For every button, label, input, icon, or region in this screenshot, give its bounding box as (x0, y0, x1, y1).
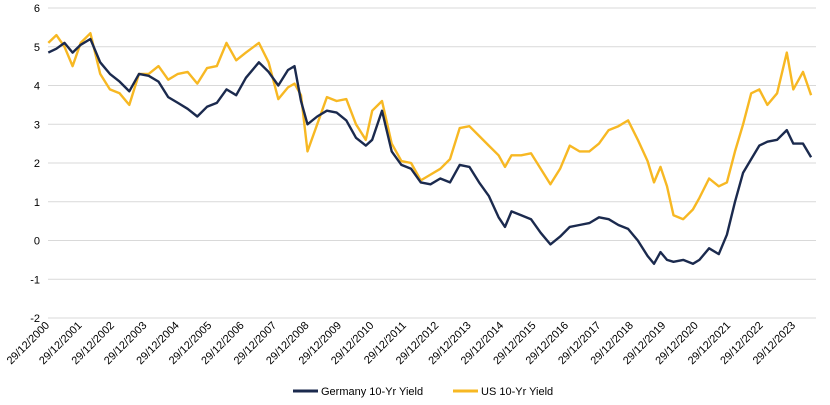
y-tick-label: -1 (30, 274, 40, 286)
y-axis-tick-labels: -2 -1 0 1 2 3 4 5 6 (30, 3, 40, 325)
legend-label-germany: Germany 10-Yr Yield (321, 386, 423, 398)
series-line-germany (47, 37, 813, 265)
y-tick-label: 1 (34, 197, 40, 209)
y-tick-label: 3 (34, 119, 40, 131)
y-tick-label: 0 (34, 236, 40, 248)
y-tick-label: 2 (34, 158, 40, 170)
gridlines (48, 7, 816, 319)
y-tick-label: 6 (34, 3, 40, 15)
series-line-us (47, 32, 813, 221)
y-tick-label: -2 (30, 313, 40, 325)
x-axis-tick-labels: 29/12/200029/12/200129/12/200229/12/2003… (5, 320, 798, 367)
y-tick-label: 5 (34, 42, 40, 54)
legend-label-us: US 10-Yr Yield (481, 386, 553, 398)
legend: Germany 10-Yr Yield US 10-Yr Yield (293, 386, 553, 398)
y-tick-label: 4 (34, 81, 40, 93)
series-lines (47, 32, 813, 265)
